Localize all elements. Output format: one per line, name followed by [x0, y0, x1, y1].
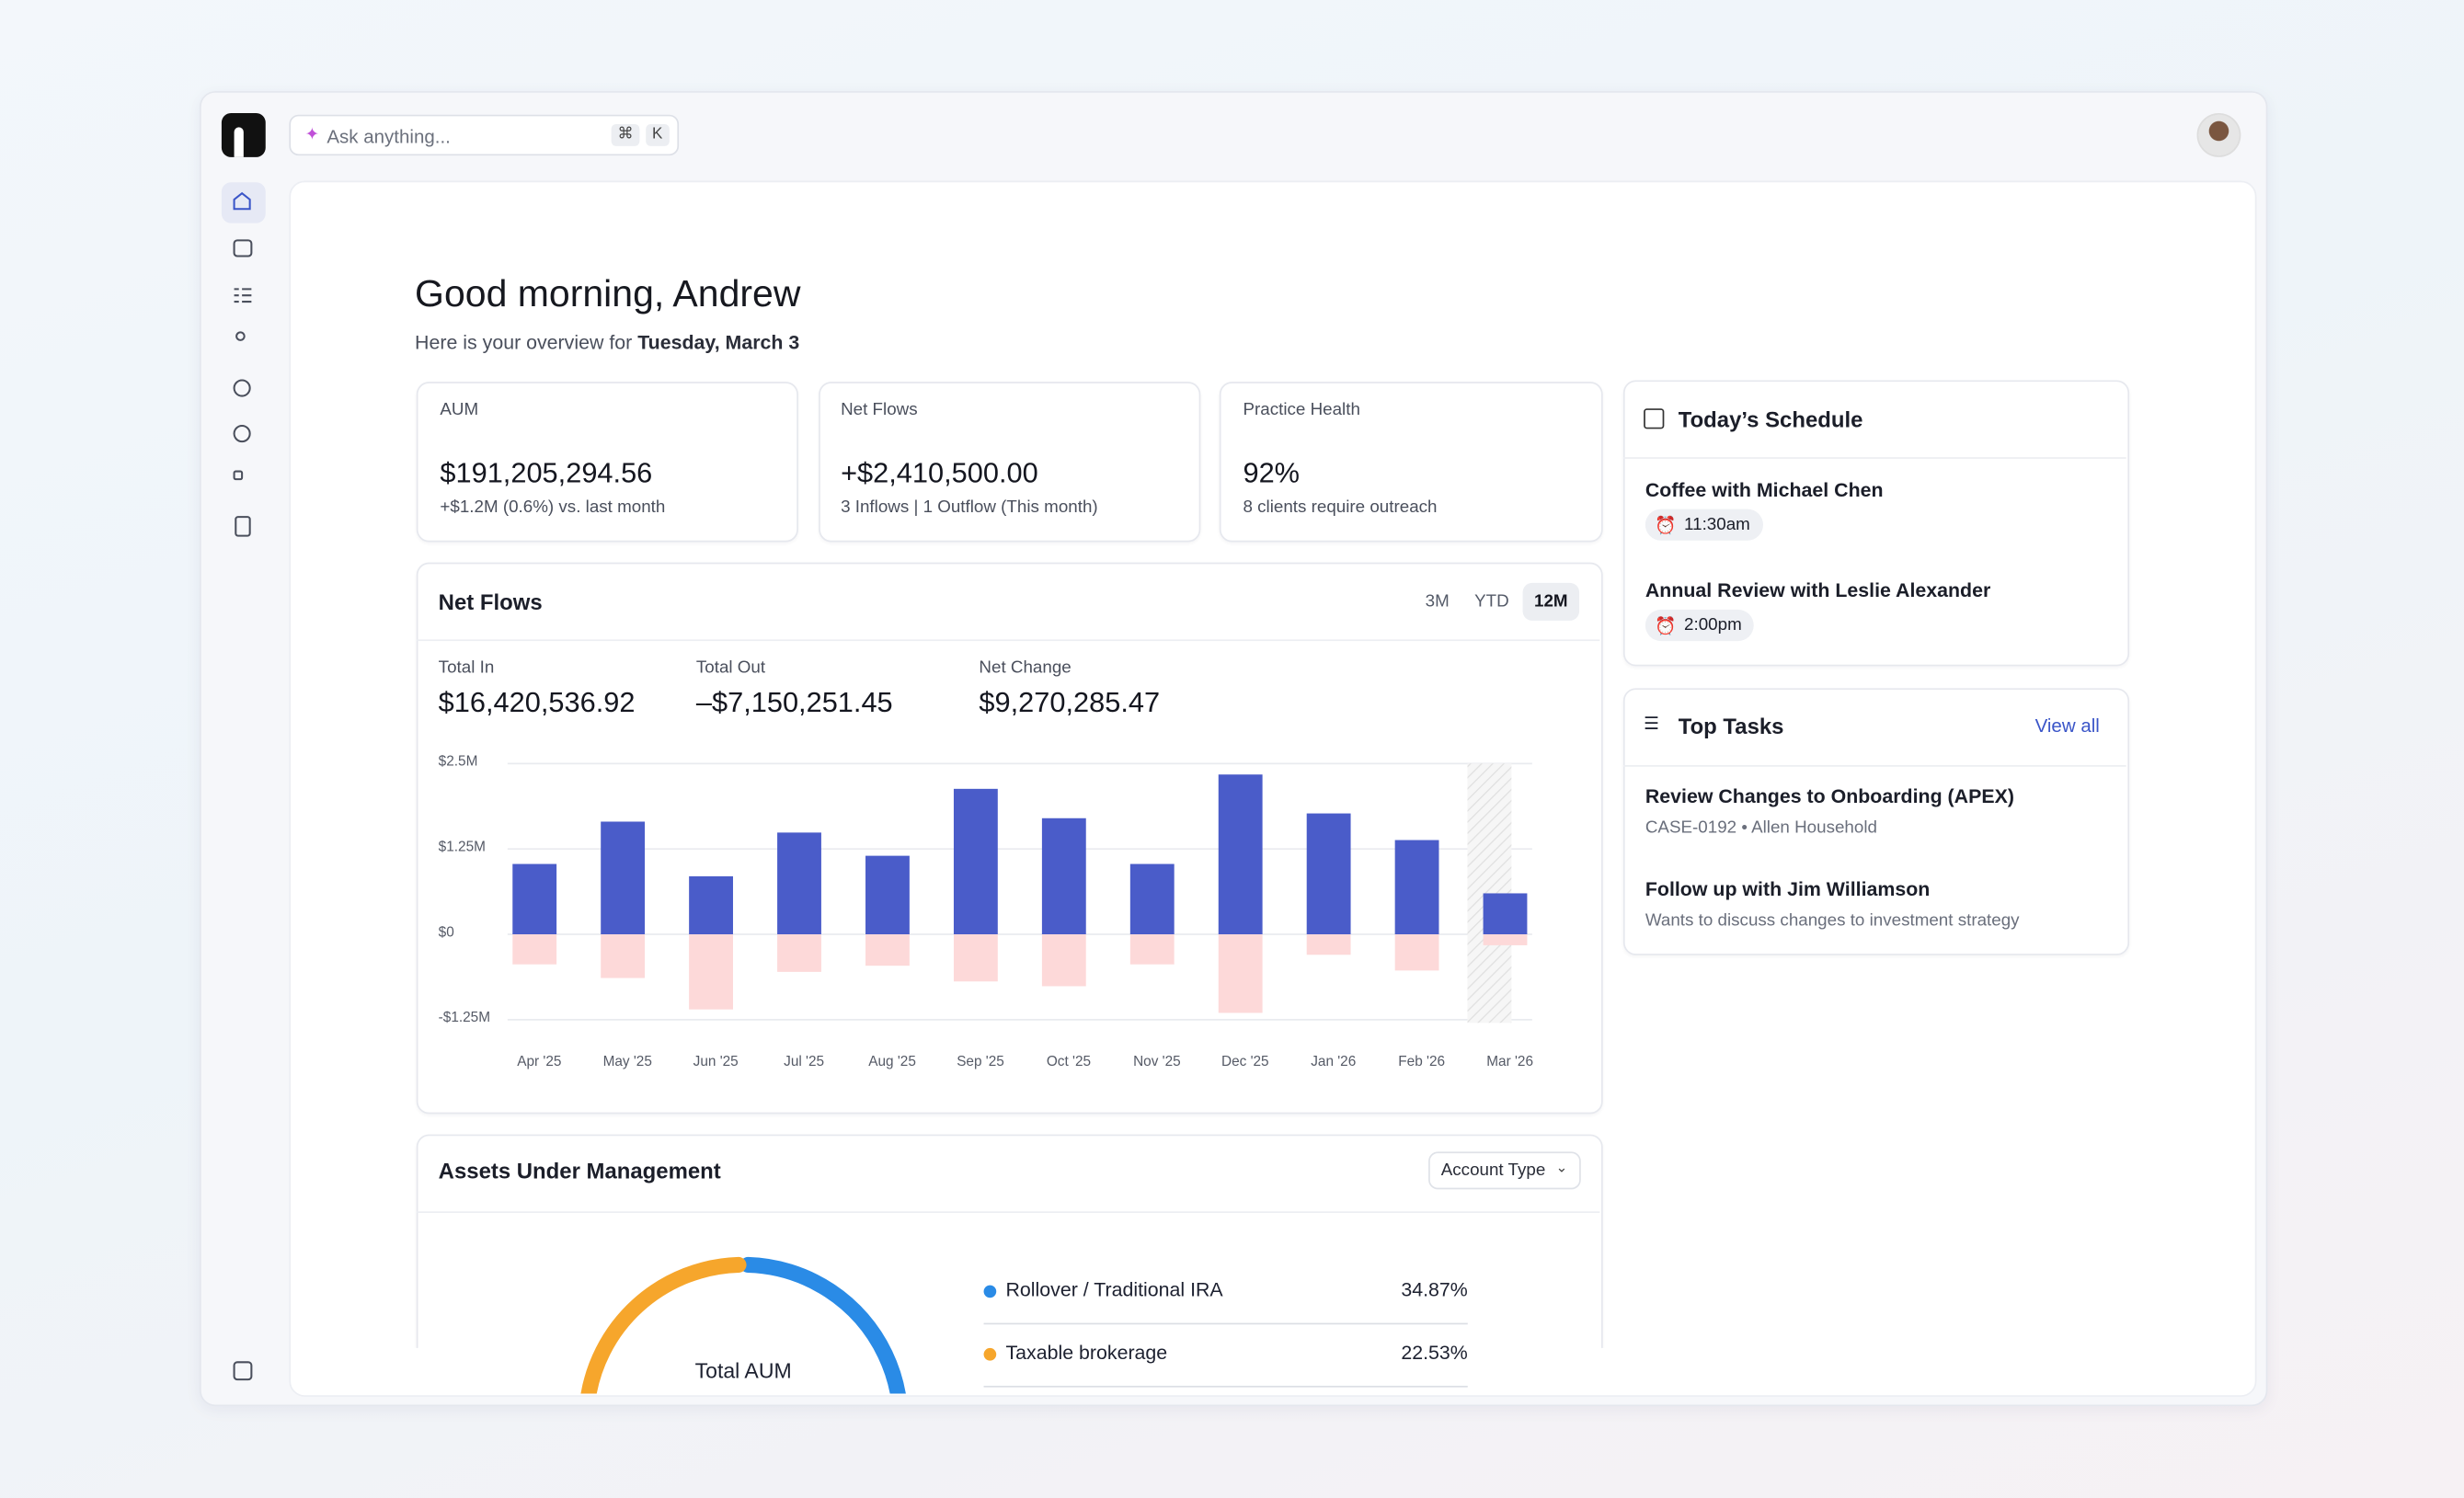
- clock-icon: ⏰: [1655, 516, 1677, 535]
- stat-note: 8 clients require outreach: [1243, 497, 1438, 518]
- range-option[interactable]: YTD: [1474, 592, 1509, 612]
- range-option[interactable]: 12M: [1523, 582, 1579, 621]
- event-title: Coffee with Michael Chen: [1645, 479, 1884, 502]
- stat-card: [416, 382, 798, 543]
- card-title: Net Flows: [438, 589, 543, 615]
- stat-card: [819, 382, 1201, 543]
- stat-label: AUM: [440, 400, 479, 420]
- stat-value: 92%: [1243, 457, 1301, 489]
- divider: [1622, 765, 2126, 767]
- card-title: Assets Under Management: [438, 1158, 721, 1184]
- stat-label: Practice Health: [1243, 400, 1360, 420]
- stat-value: +$2,410,500.00: [841, 457, 1038, 489]
- event-time: ⏰ 2:00pm: [1645, 609, 1755, 642]
- greeting-subtitle: Here is your overview for Tuesday, March…: [415, 333, 799, 352]
- event-time-text: 11:30am: [1684, 515, 1750, 534]
- calendar-icon: [1644, 408, 1665, 429]
- search-box[interactable]: ✦ Ask anything... ⌘ K: [289, 114, 680, 156]
- card-title: Today’s Schedule: [1678, 406, 1863, 432]
- legend-divider: [983, 1385, 1468, 1388]
- filter-dropdown[interactable]: Account Type ⌄: [1428, 1151, 1581, 1190]
- filter-label: Account Type: [1440, 1161, 1546, 1181]
- divider: [1622, 457, 2126, 459]
- event-time-text: 2:00pm: [1684, 615, 1742, 635]
- legend-dot: [983, 1285, 997, 1298]
- total-value: $16,420,536.92: [438, 686, 636, 718]
- legend-dot: [983, 1347, 997, 1361]
- legend-name: Taxable brokerage: [1005, 1342, 1168, 1365]
- event-time: ⏰ 11:30am: [1645, 509, 1763, 541]
- event-title: Annual Review with Leslie Alexander: [1645, 579, 1991, 602]
- divider: [416, 1211, 1600, 1214]
- range-toggle: 3M YTD 12M: [1415, 582, 1579, 621]
- legend-divider: [983, 1322, 1468, 1325]
- search-spark: ✦: [304, 125, 320, 145]
- total-value: –$7,150,251.45: [695, 686, 893, 718]
- task-title: Follow up with Jim Williamson: [1645, 878, 1931, 900]
- shortcut-key: ⌘: [611, 123, 640, 146]
- total-label: Total Out: [695, 658, 766, 678]
- stat-label: Net Flows: [841, 400, 918, 420]
- clock-icon: ⏰: [1655, 616, 1677, 636]
- stat-card: [1219, 382, 1603, 543]
- greeting-intro: Here is your overview for: [415, 331, 633, 354]
- stat-note: 3 Inflows | 1 Outflow (This month): [841, 497, 1098, 518]
- legend-name: Rollover / Traditional IRA: [1005, 1278, 1223, 1301]
- stat-note: +$1.2M (0.6%) vs. last month: [440, 497, 666, 518]
- task-title: Review Changes to Onboarding (APEX): [1645, 785, 2014, 808]
- shortcut-key: K: [646, 123, 670, 146]
- logo[interactable]: [221, 113, 266, 157]
- total-label: Net Change: [979, 658, 1072, 678]
- net-flows-card: [416, 562, 1603, 1115]
- logo-cut: [234, 127, 244, 157]
- divider: [416, 639, 1600, 642]
- total-value: $9,270,285.47: [979, 686, 1161, 718]
- greeting-date: Tuesday, March 3: [637, 331, 800, 354]
- task-detail: CASE-0192 • Allen Household: [1645, 818, 1877, 838]
- donut-center-label: Total AUM: [694, 1358, 792, 1383]
- greeting-title: Good morning, Andrew: [415, 273, 801, 316]
- tasks-card: [1622, 688, 2130, 955]
- chevron: ⌄: [1555, 1159, 1568, 1175]
- card-title: Top Tasks: [1678, 713, 1784, 739]
- view-all-link[interactable]: View all: [2034, 715, 2100, 738]
- search-placeholder: Ask anything...: [327, 125, 451, 148]
- tasks-icon: ☰: [1644, 715, 1660, 734]
- task-detail: Wants to discuss changes to investment s…: [1645, 910, 2020, 931]
- range-option[interactable]: 3M: [1425, 592, 1450, 612]
- total-label: Total In: [438, 658, 495, 678]
- legend-value: 22.53%: [1401, 1342, 1468, 1365]
- stat-value: $191,205,294.56: [440, 457, 653, 489]
- avatar[interactable]: [2196, 113, 2241, 157]
- legend-value: 34.87%: [1401, 1278, 1468, 1301]
